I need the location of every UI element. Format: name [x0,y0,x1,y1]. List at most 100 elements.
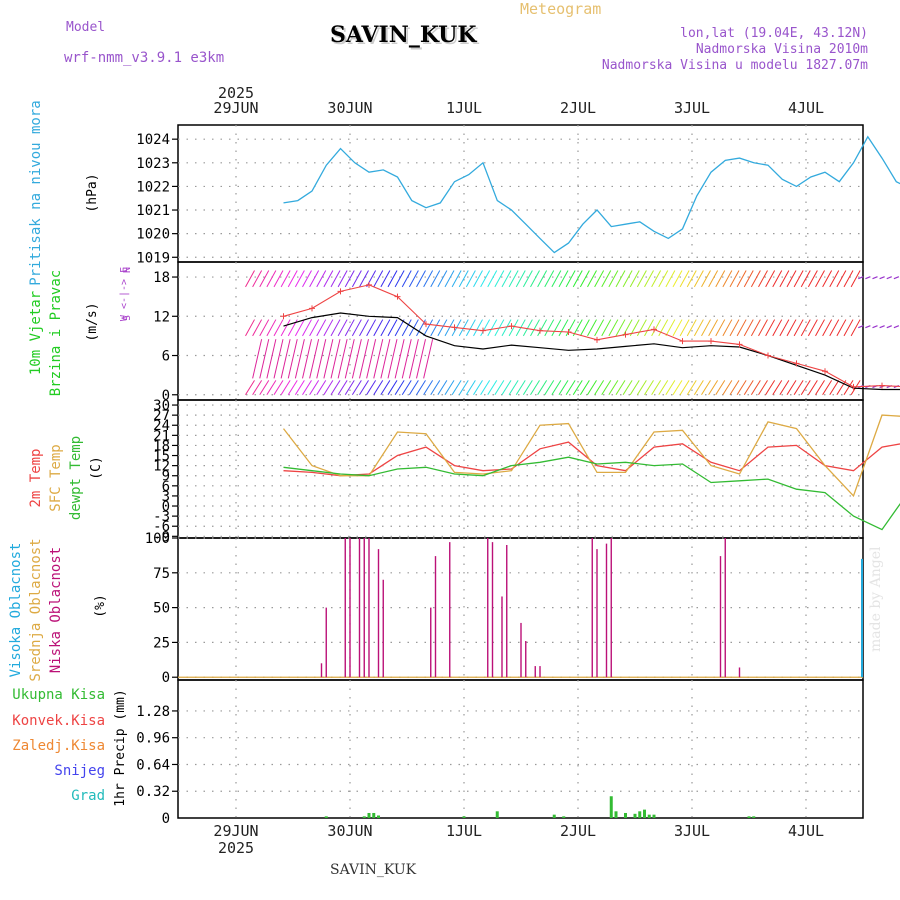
wind-barb-band2 [380,270,391,288]
wind-barb-band1 [693,319,704,337]
y-tick-label-pressure: 1023 [136,156,170,172]
wind-barb-band2 [608,270,619,288]
pressure-unit: (hPa) [85,173,100,212]
wind-barb-band0 [786,380,797,396]
wind-barb-fill [423,339,434,379]
wind-barb-band2 [273,270,284,288]
wind-barb-band0 [651,380,662,396]
total-rain-bar [752,816,756,818]
wind-barb-band0 [601,380,612,396]
wind-barb-band1 [430,319,441,337]
wind-barb-fill [280,339,291,379]
wind-barb-band0 [565,380,576,396]
wind-barb-band1 [836,319,847,337]
total-rain-bar [324,816,328,818]
wind-barb-band1 [444,319,455,337]
wind-gust-marker [480,327,486,334]
wind-barb-band1 [701,319,711,337]
wind-title: 10m Vjetar [28,291,44,375]
wind-barb-fill [323,339,334,379]
wind-gust-marker [765,352,771,359]
precip-unit: 1hr Precip (mm) [113,689,128,806]
wind-barb-band1 [879,325,885,329]
wind-barb-fill [252,339,263,379]
wind-barb-fill [294,339,305,379]
wind-barb-band2 [765,270,776,288]
wind-barb-band0 [302,380,312,396]
wind-barb-band2 [487,270,498,288]
temp-unit: (C) [89,456,104,479]
cloud-label-high: Visoka Oblacnost [8,543,24,678]
wind-barb-band2 [629,270,640,288]
wind-barb-band0 [309,380,320,396]
wind-barb-band2 [665,270,676,288]
y-tick-label-pressure: 1022 [136,179,170,195]
wind-barb-band0 [387,380,398,396]
wind-barb-band2 [302,270,312,288]
wind-barb-fill [359,339,369,379]
wind-barb-band2 [394,270,405,288]
wind-barb-band0 [401,380,412,396]
wind-barb-band2 [872,276,878,280]
wind-barb-band2 [822,270,833,288]
wind-barb-band0 [287,380,298,396]
wind-barb-band2 [622,270,633,288]
wind-gust-marker [594,336,600,343]
wind-barb-band2 [515,270,526,288]
wind-barb-band2 [843,270,854,288]
wind-barb-band2 [850,270,861,288]
wind-barb-fill [302,339,312,379]
wind-barb-band1 [473,319,483,337]
wind-barb-band2 [494,270,505,288]
wind-barb-band1 [793,319,804,337]
wind-barb-band2 [750,270,761,288]
wind-barb-band0 [430,380,441,396]
y-tick-label-temperature: 27 [153,408,170,424]
wind-barb-band1 [401,319,412,337]
wind-barb-band0 [708,380,719,396]
wind-barb-band1 [351,319,362,337]
wind-barb-band1 [722,319,733,337]
wind-barb-band1 [487,319,498,337]
wind-barb-band0 [351,380,362,396]
wind-barb-band1 [373,319,384,337]
wind-barb-fill [337,339,348,379]
wind-barb-band0 [266,380,277,396]
wind-barb-band0 [437,380,448,396]
wind-barb-band2 [836,270,847,288]
wind-barb-band0 [416,380,426,396]
y-tick-label-temperature: 30 [153,398,170,414]
wind-barb-band0 [829,380,840,396]
wind-barb-band1 [501,319,512,337]
wind-barb-band2 [501,270,512,288]
wind-barb-band0 [622,380,633,396]
bottom-day-label: 1JUL [446,822,482,840]
wind-barb-band0 [558,380,569,396]
wind-barb-band2 [701,270,711,288]
wind-barb-band0 [444,380,455,396]
top-day-label: 3JUL [674,99,710,117]
wind-barb-band1 [544,319,555,337]
wind-barb-band0 [515,380,526,396]
wind-barb-band2 [530,270,540,288]
wind-gust-marker [309,305,315,312]
wind-barb-band1 [294,319,305,337]
wind-barb-band1 [259,319,270,337]
wind-barb-band1 [843,319,854,337]
wind-barb-band0 [537,380,548,396]
wind-barb-band2 [579,270,590,288]
total-rain-bar [614,811,618,818]
y-tick-label-temperature: 3 [162,489,170,505]
wind-barb-fill [266,339,277,379]
wind-barb-band0 [494,380,505,396]
wind-barb-band0 [800,380,811,396]
total-rain-bar [495,811,499,818]
wind-barb-band0 [693,380,704,396]
wind-barb-band2 [722,270,733,288]
wind-barb-band0 [679,380,690,396]
bottom-day-label: 2JUL [560,822,596,840]
wind-barb-band2 [879,276,885,280]
wind-barb-band1 [423,319,434,337]
total-rain-bar [638,811,642,818]
